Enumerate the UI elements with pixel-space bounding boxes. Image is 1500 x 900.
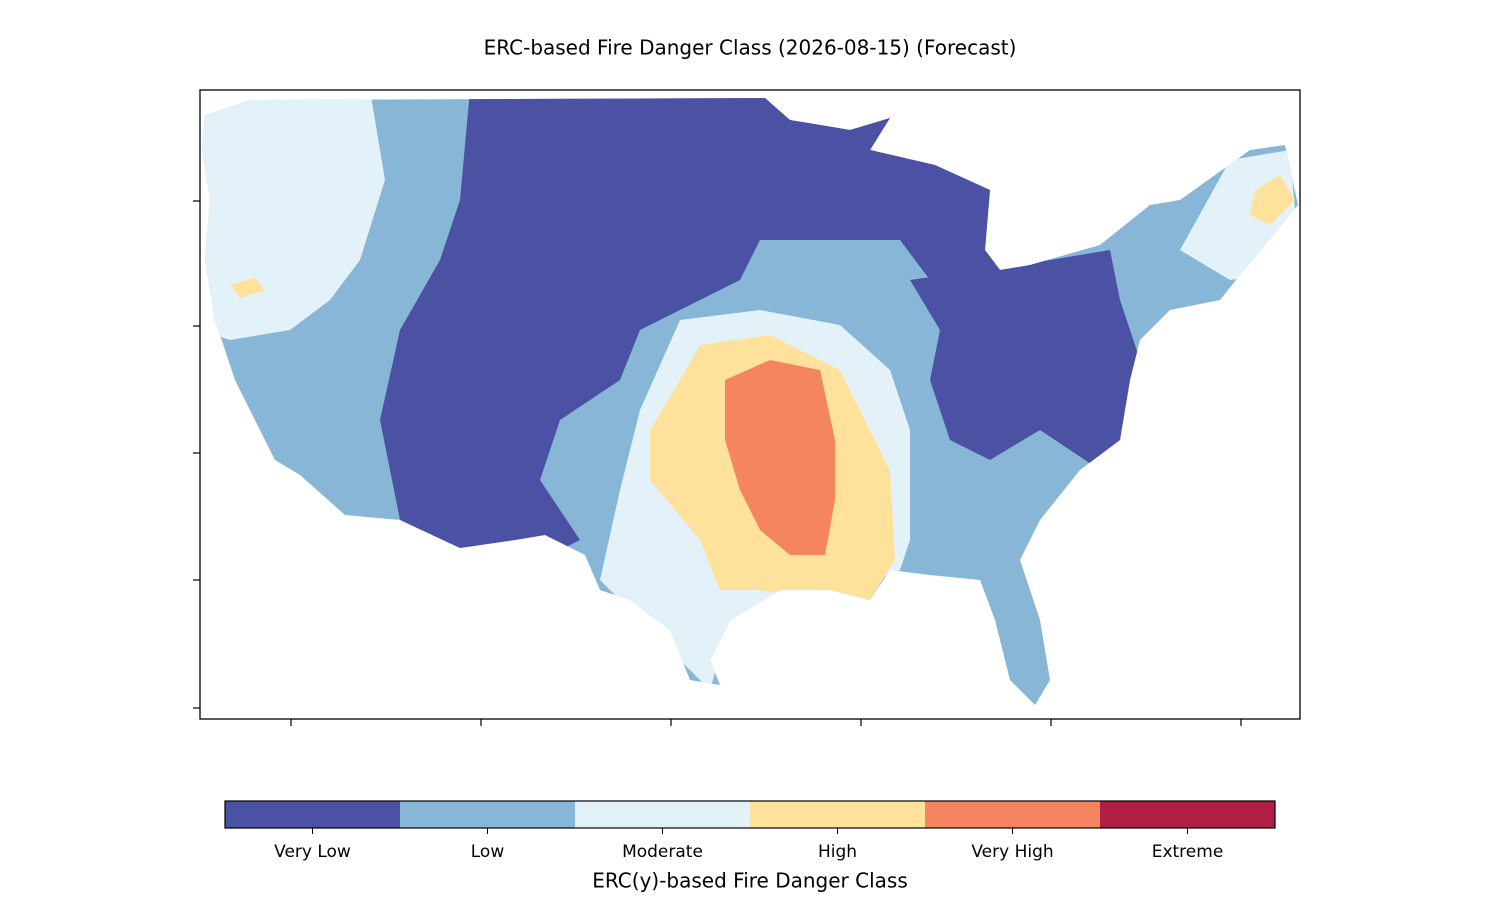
map-title: ERC-based Fire Danger Class (2026-08-15)… xyxy=(484,36,1017,60)
region xyxy=(910,250,1140,470)
colorbar-tick-label: High xyxy=(818,842,857,862)
colorbar-segment xyxy=(1100,801,1276,828)
colorbar-segment xyxy=(575,801,751,828)
colorbar-segment xyxy=(225,801,401,828)
colorbar-tick-label: Very Low xyxy=(274,842,351,862)
colorbar-tick-label: Extreme xyxy=(1152,842,1224,862)
colorbar-segment xyxy=(750,801,926,828)
region xyxy=(202,98,385,340)
axis-ticks xyxy=(193,200,1242,726)
colorbar-tick-label: Low xyxy=(471,842,505,862)
danger-map xyxy=(202,98,1298,705)
colorbar-segment xyxy=(925,801,1101,828)
colorbar-frame xyxy=(224,800,1276,829)
colorbar-tick-label: Very High xyxy=(971,842,1053,862)
colorbar-segment xyxy=(400,801,576,828)
region xyxy=(800,110,1000,280)
region xyxy=(230,278,265,298)
map-frame xyxy=(199,89,1301,720)
region xyxy=(380,98,910,560)
region xyxy=(725,360,835,555)
region xyxy=(1250,175,1295,225)
colorbar-label: ERC(y)-based Fire Danger Class xyxy=(592,869,907,893)
colorbar: Very Low Low Moderate High Very High Extreme xyxy=(224,800,1276,862)
colorbar-tick-label: Moderate xyxy=(622,842,703,862)
